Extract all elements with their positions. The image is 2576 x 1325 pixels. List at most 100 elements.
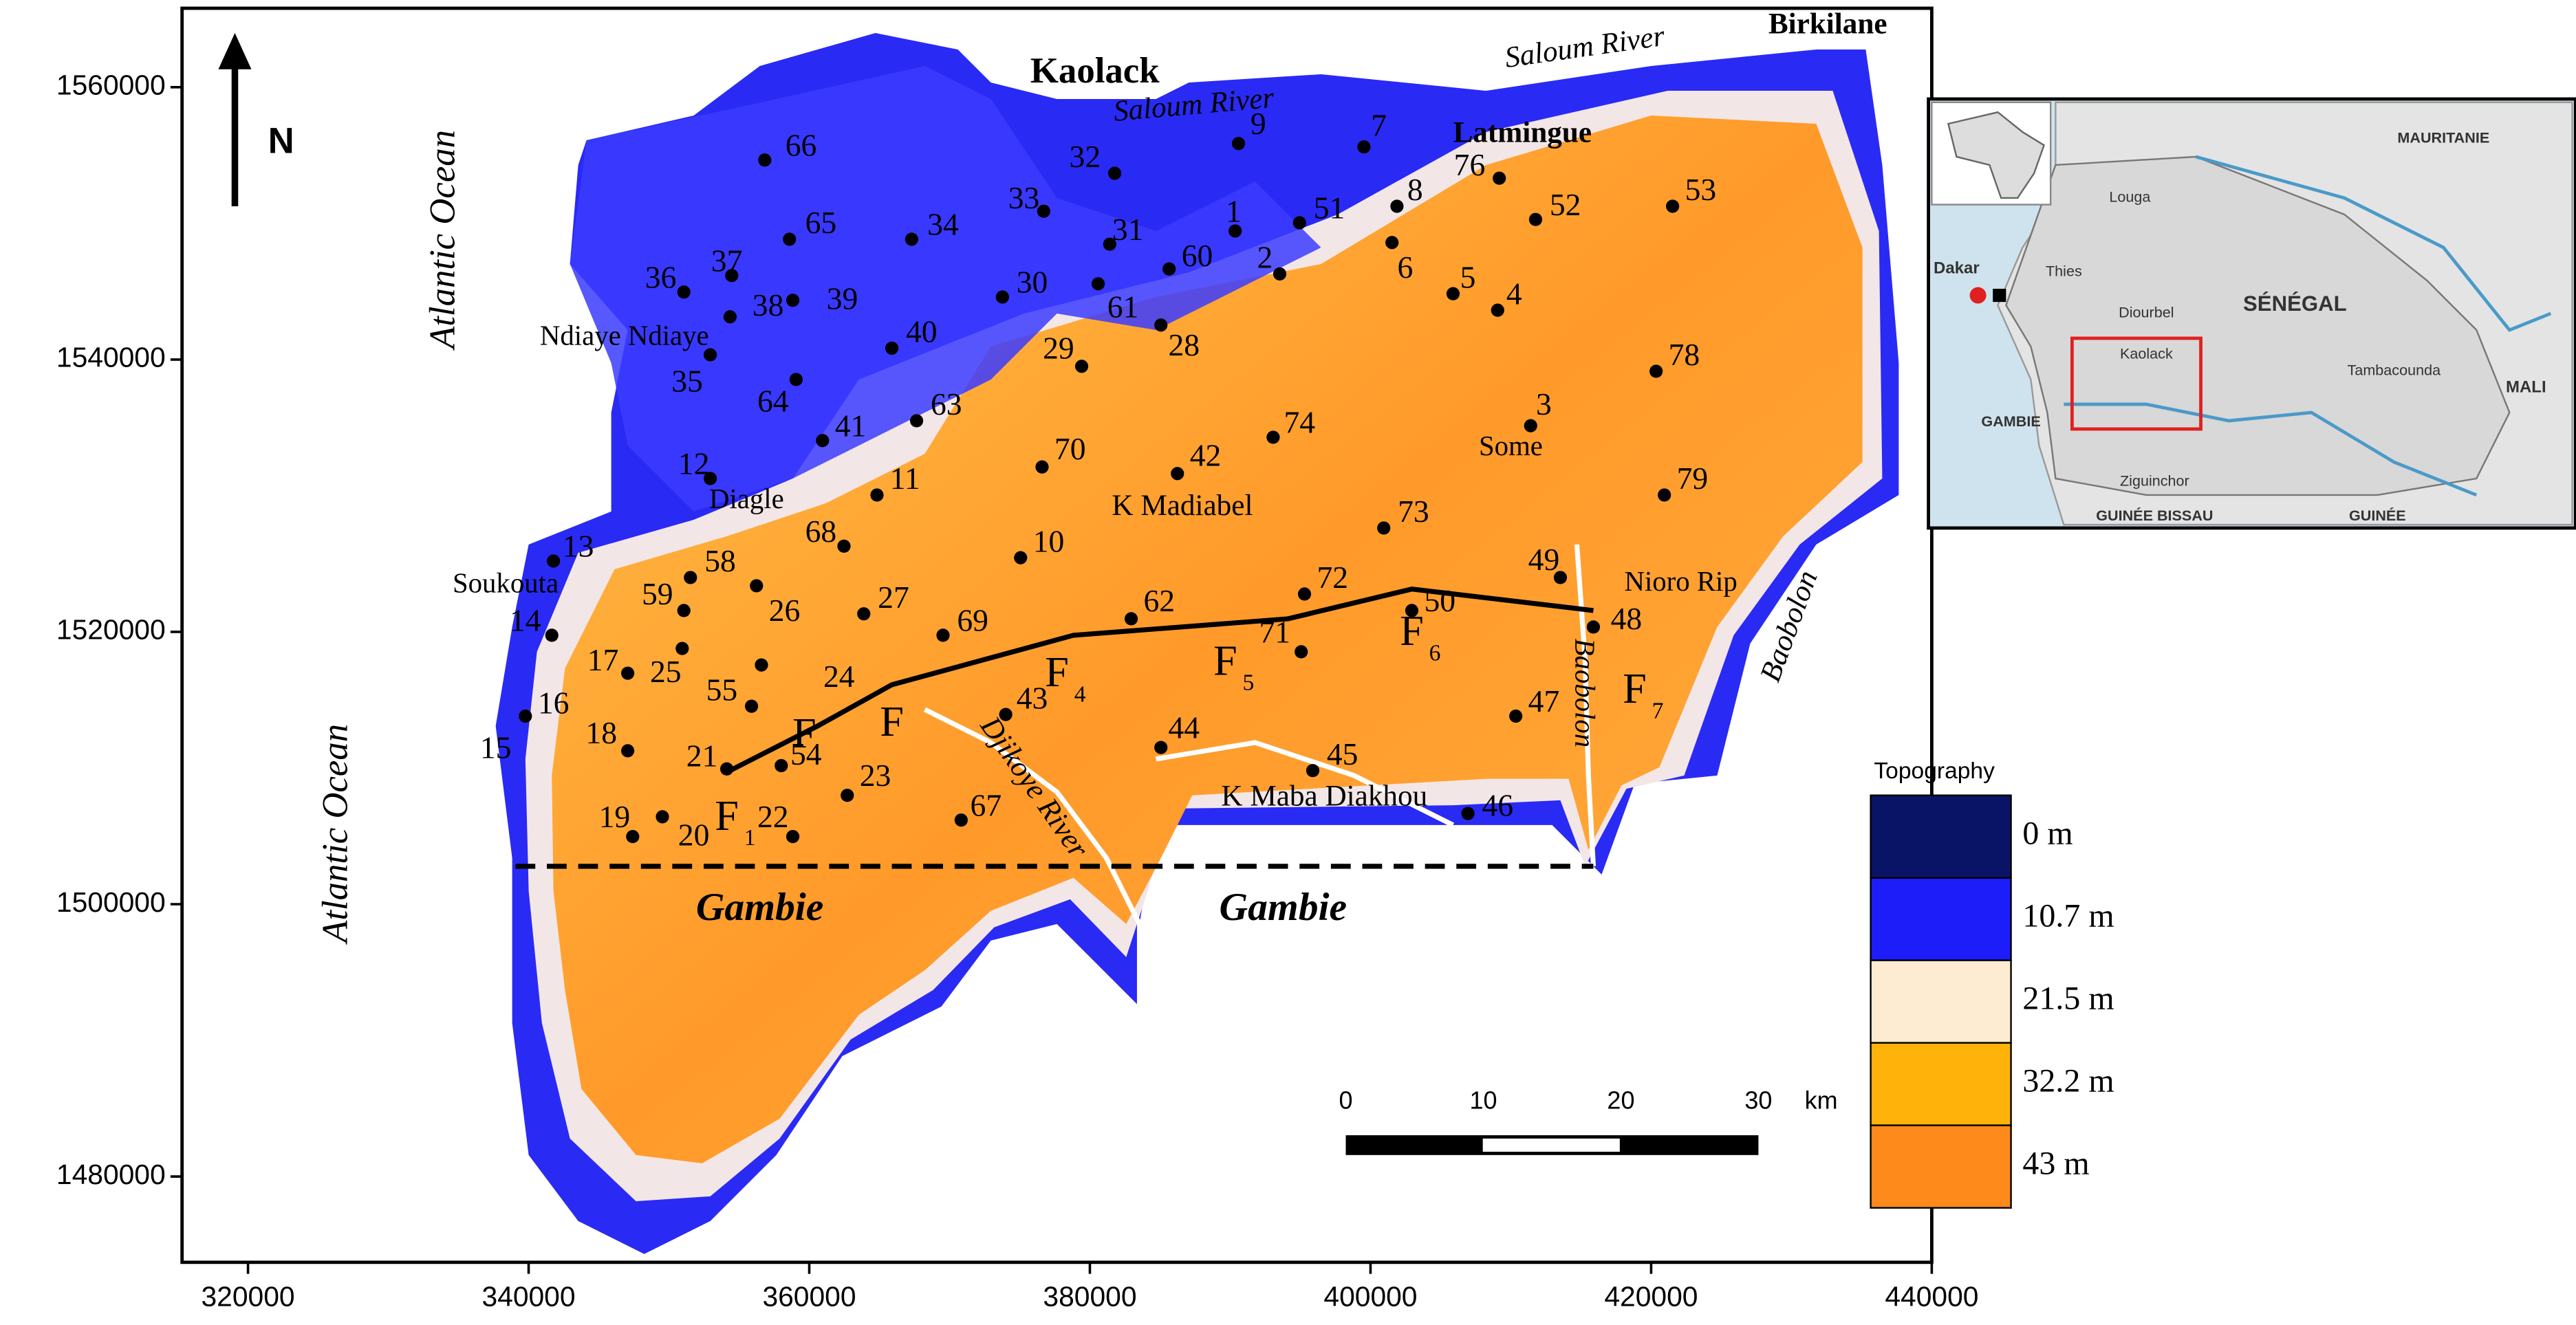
fault-label: F — [715, 792, 739, 840]
scale-bar-segment — [1482, 1138, 1620, 1152]
well-label: 32 — [1070, 139, 1101, 174]
well-point — [1107, 166, 1122, 180]
well-label: 38 — [753, 287, 784, 322]
well-point — [703, 348, 717, 362]
inset-label: Diourbel — [2119, 304, 2174, 321]
well-label: 33 — [1008, 180, 1040, 215]
well-point — [1297, 587, 1312, 601]
well-label: 14 — [510, 603, 541, 638]
well-label: 18 — [585, 715, 617, 750]
well-label: 76 — [1454, 147, 1486, 182]
well-point — [905, 232, 918, 246]
place-label: Some — [1479, 430, 1543, 461]
fault-label: F — [1623, 665, 1647, 712]
well-label: 34 — [927, 207, 959, 242]
well-point — [755, 658, 768, 672]
river — [1574, 544, 1597, 867]
well-label: 49 — [1528, 542, 1560, 577]
well-label: 13 — [563, 529, 594, 564]
y-tick-label: 1520000 — [56, 614, 166, 646]
well-point — [1377, 521, 1391, 535]
inset-label: MAURITANIE — [2397, 129, 2489, 146]
well-point — [1658, 488, 1671, 502]
well-point — [816, 434, 830, 448]
scale-label: 0 — [1339, 1086, 1352, 1115]
inset-label: SÉNÉGAL — [2243, 292, 2347, 316]
well-point — [789, 373, 803, 386]
well-label: 8 — [1407, 172, 1423, 207]
well-point — [1171, 467, 1184, 481]
well-label: 53 — [1685, 172, 1717, 207]
high-land — [552, 115, 1863, 1163]
well-point — [909, 414, 924, 428]
well-label: 39 — [827, 281, 858, 316]
well-label: 55 — [706, 672, 738, 707]
place-label: Atlantic Ocean — [423, 130, 463, 351]
fault-label: F — [792, 710, 816, 757]
place-label: Gambie — [1220, 886, 1347, 929]
legend-label: 10.7 m — [2022, 898, 2114, 934]
well-label: 70 — [1054, 431, 1086, 466]
well-label: 24 — [823, 659, 855, 694]
north-label: N — [268, 121, 294, 162]
legend: Topography 0 m 10.7 m 21.5 m 32.2 m 43 m — [1870, 758, 2114, 1209]
well-point — [750, 579, 764, 593]
river — [923, 707, 1143, 1007]
well-label: 26 — [769, 593, 801, 628]
well-point — [1586, 620, 1601, 634]
well-label: 2 — [1257, 240, 1273, 275]
well-point — [786, 830, 800, 844]
well-point — [1074, 360, 1089, 373]
well-label: 51 — [1314, 190, 1345, 226]
well-label: 64 — [757, 383, 789, 418]
well-point — [703, 472, 717, 485]
scale-label: 10 — [1469, 1086, 1497, 1115]
well-label: 48 — [1611, 601, 1643, 636]
legend-label: 0 m — [2022, 815, 2072, 852]
inset-study-box — [2070, 336, 2202, 431]
well-point — [1405, 604, 1419, 617]
well-label: 27 — [878, 580, 909, 615]
well-point — [885, 341, 899, 355]
well-point — [758, 153, 772, 167]
fault-label: F — [1400, 607, 1424, 655]
well-point — [1091, 277, 1105, 291]
place-label: Soukouta — [453, 567, 559, 598]
place-label: Latmingue — [1453, 117, 1592, 149]
legend-swatch — [1870, 794, 2012, 879]
well-point — [719, 762, 734, 776]
well-label: 68 — [805, 514, 837, 549]
inset-marker — [1993, 288, 2006, 303]
coastal-fringe — [570, 65, 1321, 512]
inset-label: GAMBIE — [1981, 413, 2040, 430]
well-point — [621, 666, 635, 680]
well-point — [1154, 318, 1168, 332]
well-label: 7 — [1371, 108, 1387, 143]
well-point — [1649, 364, 1663, 378]
inset-label: Thies — [2046, 263, 2082, 280]
well-point — [1666, 199, 1680, 213]
well-label: 63 — [931, 386, 962, 421]
well-point — [1524, 419, 1537, 432]
well-point — [837, 539, 851, 553]
inset-senegal — [2005, 155, 2511, 496]
legend-swatch — [1870, 877, 2012, 961]
well-label: 59 — [642, 576, 673, 611]
well-label: 66 — [786, 127, 817, 162]
well-point — [1509, 709, 1523, 723]
well-point — [547, 554, 561, 568]
well-point — [1266, 430, 1280, 444]
well-point — [545, 628, 559, 642]
inset-label: Tambacounda — [2348, 362, 2441, 379]
y-tick-label: 1560000 — [56, 69, 166, 101]
well-label: 1 — [1226, 193, 1242, 228]
x-tick-label: 400000 — [1323, 1280, 1417, 1312]
well-point — [775, 758, 788, 773]
inset-label: Ziguinchor — [2120, 472, 2189, 489]
legend-swatch — [1870, 1124, 2012, 1209]
map-frame — [180, 6, 1934, 1264]
well-label: 41 — [835, 408, 867, 443]
fault-label: F — [880, 698, 904, 745]
well-point — [1295, 645, 1308, 659]
